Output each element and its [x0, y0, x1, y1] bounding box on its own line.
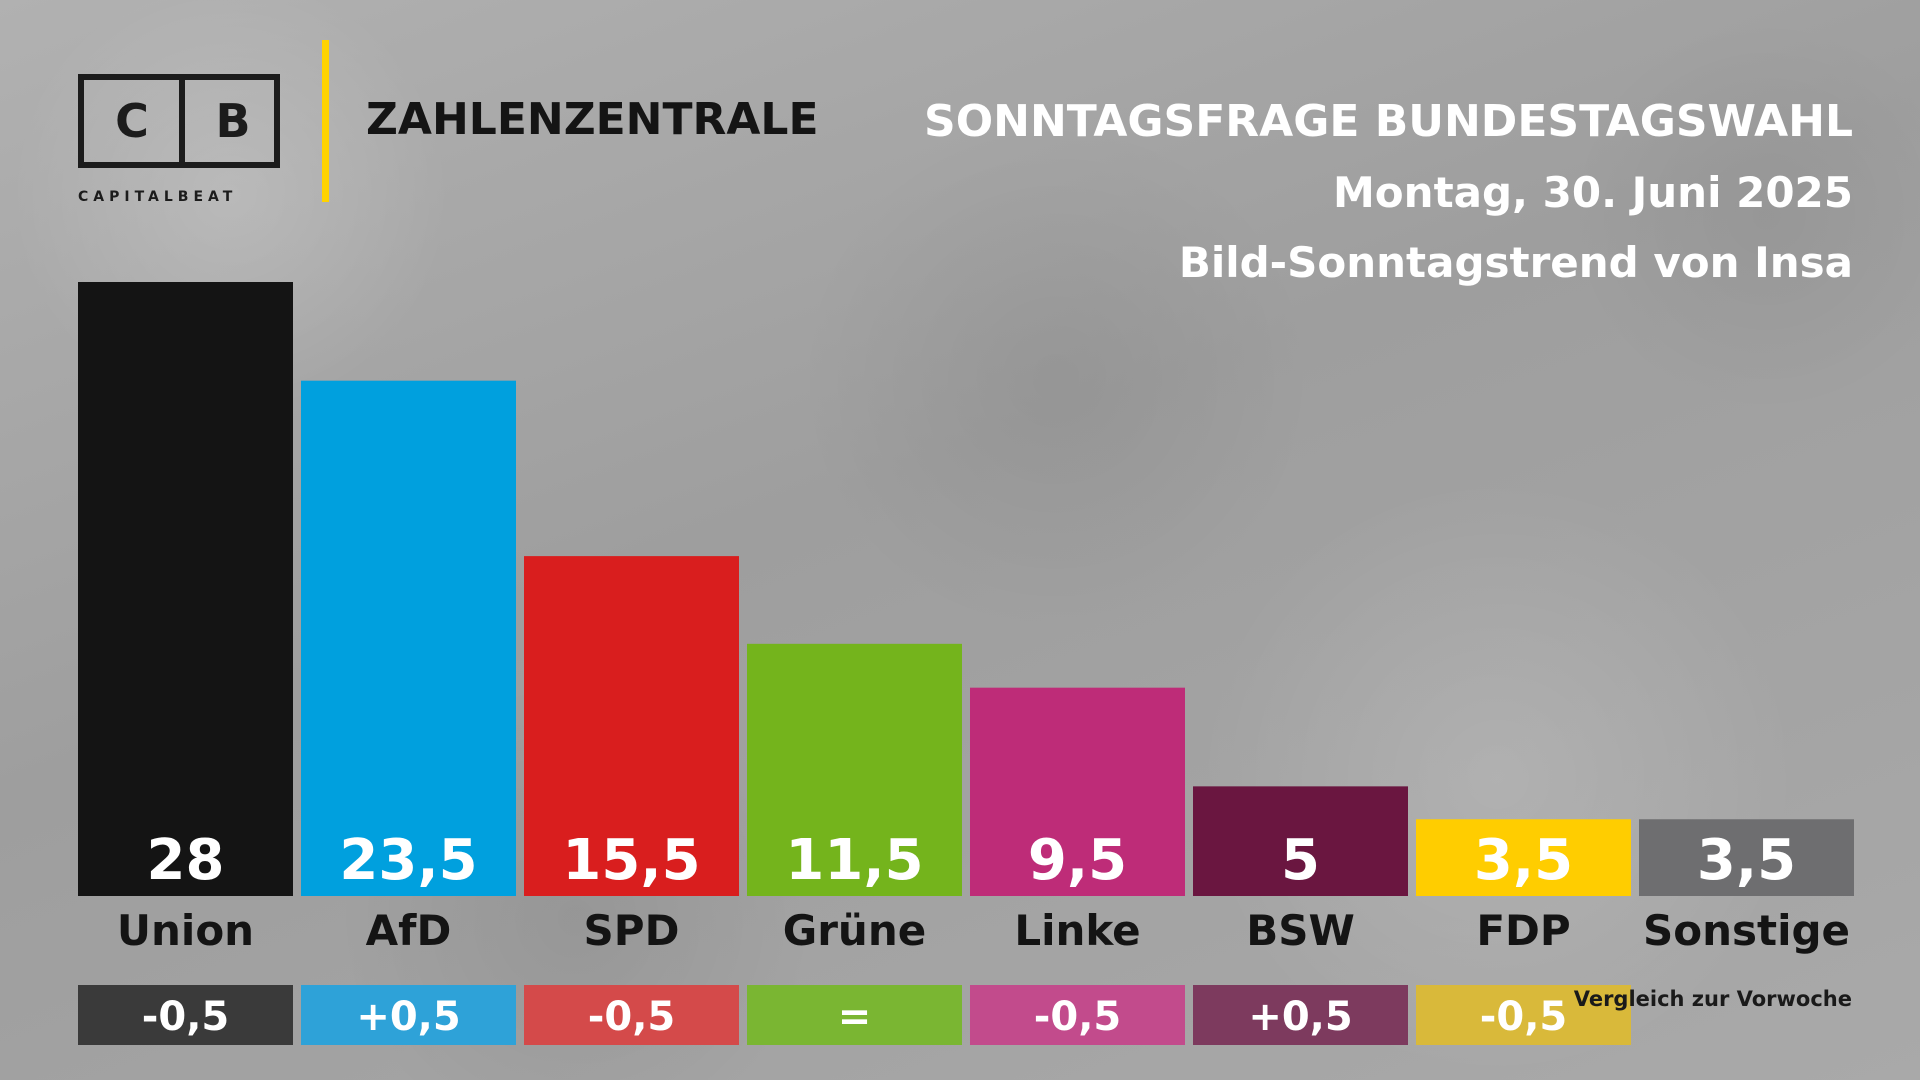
- value-label-linke: 9,5: [1028, 828, 1127, 893]
- category-label-gruene: Grüne: [783, 906, 926, 955]
- brand-name: ZAHLENZENTRALE: [366, 94, 819, 145]
- change-label-spd: -0,5: [588, 994, 675, 1040]
- logo-wordmark: CAPITALBEAT: [78, 189, 238, 205]
- category-label-union: Union: [117, 906, 254, 955]
- category-label-bsw: BSW: [1246, 906, 1355, 955]
- change-label-bsw: +0,5: [1248, 994, 1352, 1040]
- change-box-gruene: [747, 985, 962, 1045]
- bar-union: [78, 282, 293, 896]
- change-label-afd: +0,5: [356, 994, 460, 1040]
- category-label-spd: SPD: [584, 906, 680, 955]
- bar-sonstige: [1639, 819, 1854, 896]
- value-label-bsw: 5: [1281, 828, 1320, 893]
- value-label-sonstige: 3,5: [1697, 828, 1796, 893]
- bar-afd: [301, 380, 516, 896]
- bar-gruene: [747, 643, 962, 896]
- bar-spd: [524, 556, 739, 896]
- change-note: Vergleich zur Vorwoche: [1574, 986, 1852, 1013]
- accent-rule: [322, 40, 329, 202]
- change-box-linke: [970, 985, 1185, 1045]
- category-label-fdp: FDP: [1476, 906, 1570, 955]
- value-label-afd: 23,5: [339, 828, 477, 893]
- category-label-linke: Linke: [1014, 906, 1140, 955]
- category-label-afd: AfD: [366, 906, 452, 955]
- change-label-linke: -0,5: [1034, 994, 1121, 1040]
- logo-divider: [179, 80, 185, 162]
- change-box-union: [78, 985, 293, 1045]
- bar-linke: [970, 687, 1185, 896]
- logo-letter-c: C: [115, 94, 149, 148]
- value-label-fdp: 3,5: [1474, 828, 1573, 893]
- change-box-fdp: [1416, 985, 1631, 1045]
- value-label-union: 28: [147, 828, 225, 893]
- chart-date: Montag, 30. Juni 2025: [1333, 168, 1853, 217]
- bar-fdp: [1416, 819, 1631, 896]
- change-box-afd: [301, 985, 516, 1045]
- change-label-gruene: =: [838, 994, 872, 1040]
- brand-logo: C B: [78, 74, 280, 168]
- category-label-sonstige: Sonstige: [1643, 906, 1850, 955]
- change-box-bsw: [1193, 985, 1408, 1045]
- value-label-gruene: 11,5: [785, 828, 923, 893]
- chart-title: SONNTAGSFRAGE BUNDESTAGSWAHL: [924, 96, 1853, 147]
- chart-source: Bild-Sonntagstrend von Insa: [1178, 238, 1853, 287]
- logo-letter-b: B: [215, 94, 251, 148]
- change-label-union: -0,5: [142, 994, 229, 1040]
- change-box-spd: [524, 985, 739, 1045]
- change-label-fdp: -0,5: [1480, 994, 1567, 1040]
- value-label-spd: 15,5: [562, 828, 700, 893]
- change-note-text: Vergleich zur Vorwoche: [1573, 987, 1852, 1011]
- bar-bsw: [1193, 786, 1408, 896]
